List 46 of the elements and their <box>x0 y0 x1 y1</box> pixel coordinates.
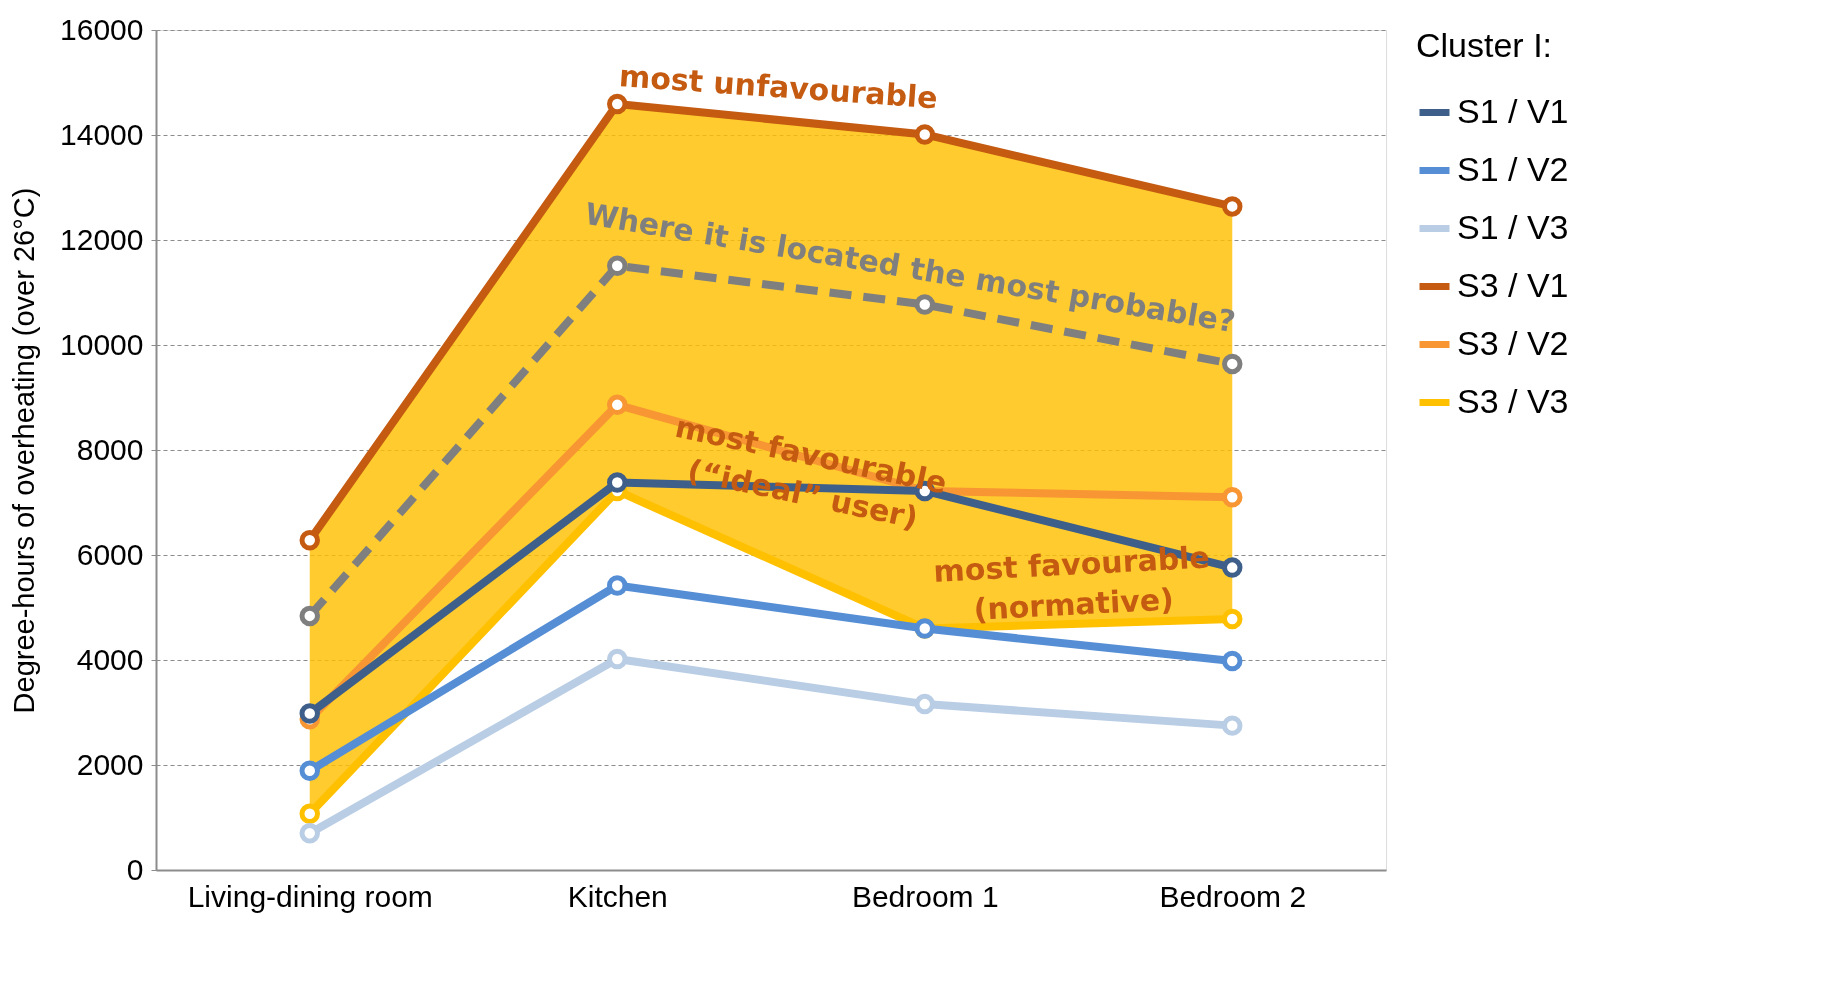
y-tick-label: 8000 <box>76 432 144 466</box>
point <box>299 823 320 844</box>
legend-label: S3 / V2 <box>1457 323 1569 362</box>
x-tick-label: Bedroom 2 <box>1159 879 1307 913</box>
x-tick-label: Living-dining room <box>187 879 433 913</box>
y-tick-label: 10000 <box>60 327 144 361</box>
point <box>1222 196 1243 217</box>
annotation: Where it is located the most probable? <box>582 196 1238 340</box>
x-tick-label: Kitchen <box>567 879 668 913</box>
point <box>299 760 320 782</box>
point <box>607 93 628 115</box>
point <box>607 472 628 493</box>
point <box>914 124 935 145</box>
point <box>1222 715 1243 736</box>
point <box>299 703 320 724</box>
point <box>607 255 628 276</box>
point <box>1222 557 1243 578</box>
y-tick-label: 2000 <box>76 747 144 781</box>
y-tick-label: 16000 <box>60 12 144 46</box>
legend-label: S1 / V3 <box>1457 207 1569 246</box>
y-tick-label: 12000 <box>60 222 144 256</box>
point <box>299 803 320 825</box>
y-axis-title: Degree-hours of overheating (over 26°C) <box>8 187 41 714</box>
y-tick-label: 6000 <box>76 537 144 571</box>
x-tick-label: Bedroom 1 <box>851 879 999 913</box>
point <box>914 294 935 315</box>
legend-label: S1 / V2 <box>1457 149 1569 188</box>
point <box>607 394 628 416</box>
point <box>914 693 935 715</box>
point <box>607 575 628 596</box>
legend-label: S3 / V1 <box>1457 265 1569 304</box>
y-tick-label: 14000 <box>60 117 144 151</box>
legend-label: S3 / V3 <box>1457 381 1569 420</box>
legend-title: Cluster I: <box>1416 26 1553 64</box>
point <box>607 648 628 670</box>
y-tick-label: 0 <box>126 852 144 886</box>
y-tick-label: 4000 <box>76 642 144 676</box>
point <box>1222 650 1243 672</box>
legend-label: S1 / V1 <box>1457 91 1569 130</box>
point <box>1222 353 1243 375</box>
annotation: most favourable (normative) <box>932 539 1211 627</box>
point <box>1222 487 1243 508</box>
point <box>1222 608 1243 630</box>
point <box>299 530 320 551</box>
point <box>299 605 320 627</box>
annotation: most unfavourable <box>618 58 939 116</box>
